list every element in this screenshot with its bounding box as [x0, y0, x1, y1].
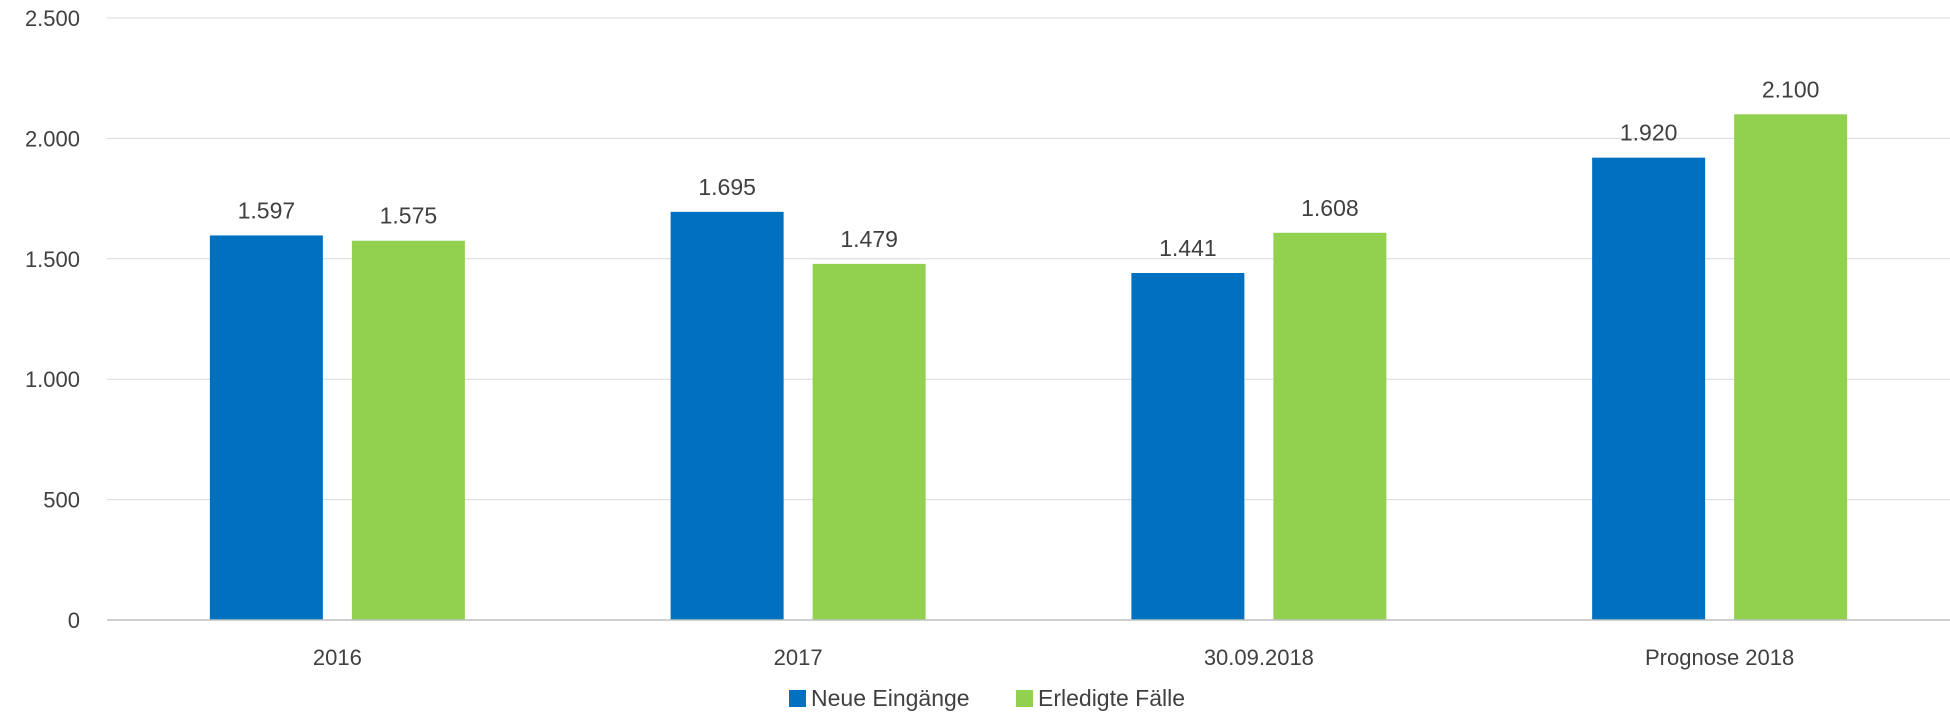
- data-label: 2.100: [1762, 76, 1820, 102]
- legend-label: Neue Eingänge: [811, 685, 970, 711]
- data-label: 1.479: [840, 226, 898, 252]
- legend-swatch: [1016, 690, 1033, 707]
- legend-label: Erledigte Fälle: [1038, 685, 1185, 711]
- y-tick-label: 2.000: [25, 126, 80, 151]
- x-axis-ticks: 2016 2017 30.09.2018 Prognose 2018: [313, 645, 1794, 670]
- bar: [1273, 232, 1387, 621]
- bar: [1734, 114, 1848, 620]
- x-tick-label: 2017: [774, 645, 823, 670]
- data-label: 1.920: [1620, 120, 1678, 146]
- bars: [209, 114, 1848, 621]
- y-tick-label: 1.500: [25, 247, 80, 272]
- x-tick-label: 2016: [313, 645, 362, 670]
- data-label: 1.441: [1159, 235, 1217, 261]
- bar: [351, 240, 465, 621]
- x-tick-label: 30.09.2018: [1204, 645, 1314, 670]
- y-tick-label: 500: [43, 488, 80, 513]
- y-tick-label: 1.000: [25, 367, 80, 392]
- data-label: 1.608: [1301, 195, 1359, 221]
- y-tick-label: 0: [68, 608, 80, 633]
- bar: [1592, 157, 1706, 620]
- bar: [1131, 273, 1245, 620]
- data-label: 1.575: [380, 203, 438, 229]
- x-tick-label: Prognose 2018: [1645, 645, 1794, 670]
- data-labels: 1.597 1.575 1.695 1.479 1.441 1.608 1.920 2.100: [238, 76, 1820, 261]
- legend: Neue Eingänge Erledigte Fälle: [789, 685, 1185, 711]
- data-label: 1.597: [238, 197, 296, 223]
- data-label: 1.695: [698, 174, 756, 200]
- legend-swatch: [789, 690, 806, 707]
- bar: [209, 235, 323, 621]
- bar: [670, 211, 784, 620]
- bar: [812, 263, 926, 620]
- y-axis-ticks: 0 500 1.000 1.500 2.000 2.500: [25, 6, 80, 633]
- y-tick-label: 2.500: [25, 6, 80, 31]
